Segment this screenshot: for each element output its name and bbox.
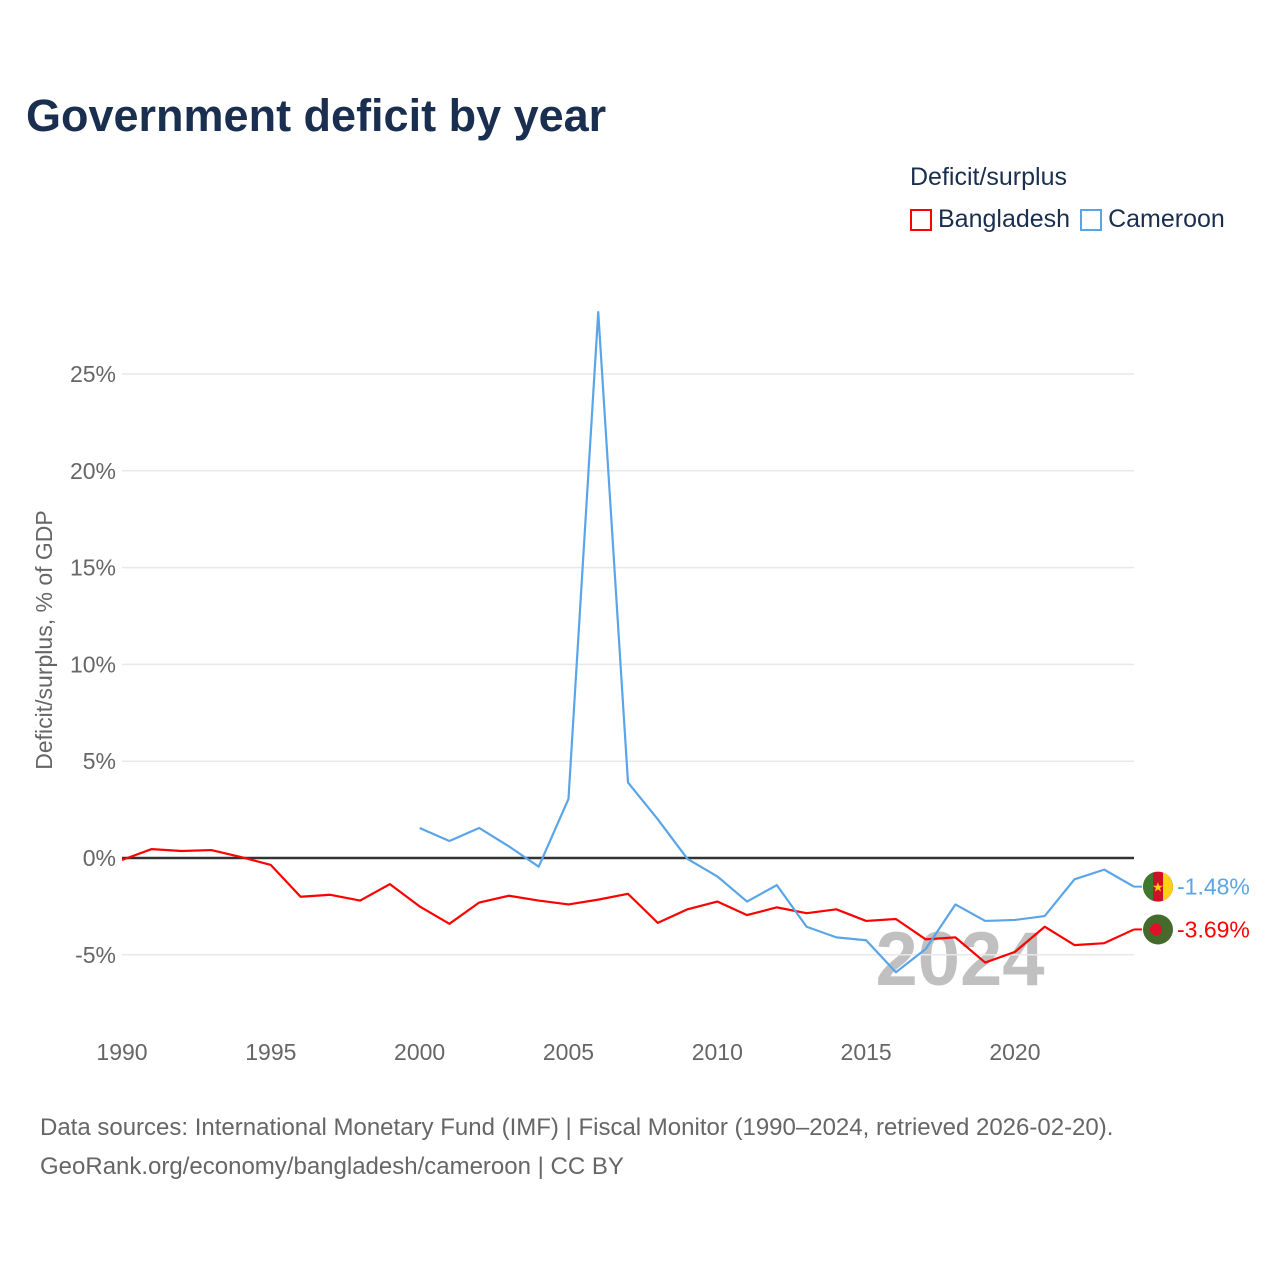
source-note: Data sources: International Monetary Fun… — [40, 1108, 1113, 1186]
chart-title: Government deficit by year — [26, 90, 607, 141]
svg-text:★: ★ — [1152, 880, 1164, 895]
y-tick-label: 10% — [70, 651, 116, 677]
legend: Bangladesh Cameroon — [910, 205, 1225, 234]
source-line-1: Data sources: International Monetary Fun… — [40, 1114, 1114, 1141]
y-tick-label: -5% — [75, 942, 116, 968]
flag-icon-bangladesh — [1143, 914, 1173, 945]
end-value-label: -3.69% — [1177, 916, 1250, 942]
end-value-label: -1.48% — [1177, 874, 1250, 900]
x-tick-label: 1990 — [96, 1039, 147, 1065]
series-line-cameroon — [419, 310, 1135, 974]
x-tick-label: 2005 — [543, 1039, 594, 1065]
year-watermark: 2024 — [875, 917, 1044, 1002]
y-tick-label: 15% — [70, 555, 116, 581]
flag-icon-cameroon: ★ — [1143, 871, 1173, 902]
x-tick-label: 2020 — [989, 1039, 1040, 1065]
y-axis-label: Deficit/surplus, % of GDP — [31, 510, 57, 769]
y-tick-label: 20% — [70, 458, 116, 484]
y-tick-label: 0% — [83, 845, 116, 871]
legend-swatch-cameroon — [1080, 208, 1103, 231]
legend-label: Cameroon — [1108, 205, 1225, 233]
legend-item-bangladesh[interactable]: Bangladesh — [910, 205, 1070, 234]
legend-item-cameroon[interactable]: Cameroon — [1080, 205, 1225, 234]
y-tick-label: 5% — [83, 748, 116, 774]
y-tick-label: 25% — [70, 361, 116, 387]
series-line-bangladesh — [121, 847, 1135, 964]
x-tick-label: 1995 — [245, 1039, 296, 1065]
legend-swatch-bangladesh — [910, 208, 932, 231]
x-tick-label: 2010 — [692, 1039, 743, 1065]
x-tick-label: 2015 — [841, 1039, 892, 1065]
legend-title: Deficit/surplus — [910, 163, 1067, 191]
source-line-2[interactable]: GeoRank.org/economy/bangladesh/cameroon … — [40, 1153, 624, 1180]
x-tick-label: 2000 — [394, 1039, 445, 1065]
legend-label: Bangladesh — [938, 205, 1071, 233]
